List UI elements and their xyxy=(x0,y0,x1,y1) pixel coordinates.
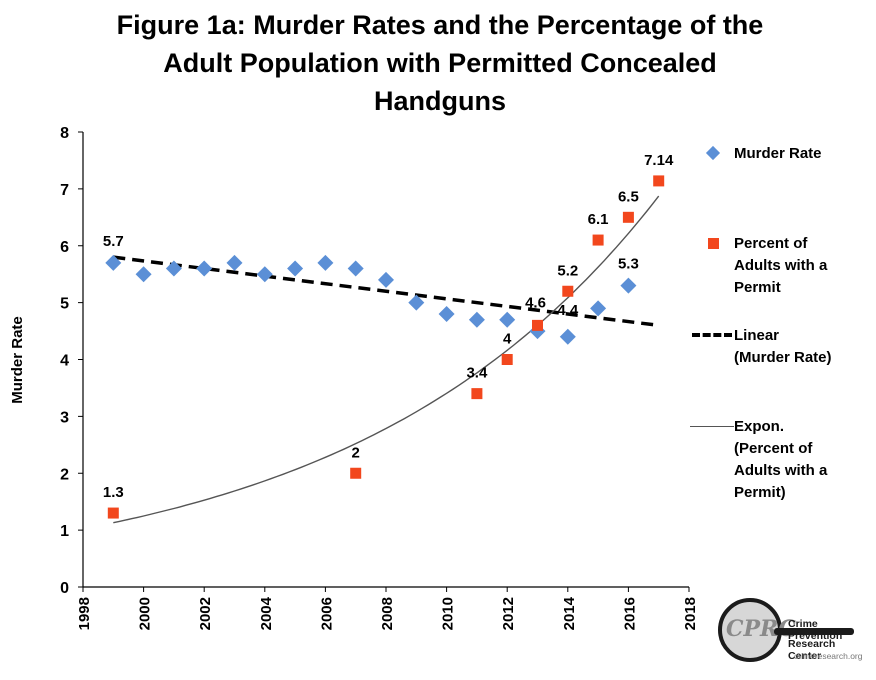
murder-rate-point xyxy=(226,254,243,271)
permit-point xyxy=(532,319,543,331)
trendlines xyxy=(113,195,660,524)
legend-label: (Murder Rate) xyxy=(734,349,832,366)
axes: 0 1 2 3 4 5 6 7 8 1998 2000 2002 2004 2006 2008 2010 201… xyxy=(60,125,699,630)
murder-rate-data-label: 4.4 xyxy=(557,302,579,319)
x-tick-label: 1998 xyxy=(76,597,93,630)
permit-point xyxy=(653,175,665,187)
permit-data-label: 1.3 xyxy=(103,484,124,501)
legend-label: (Percent of xyxy=(734,440,813,457)
legend-entry-murder-rate: Murder Rate xyxy=(734,143,822,165)
y-tick-label: 4 xyxy=(60,353,69,370)
permit-data-label: 3.4 xyxy=(466,365,488,382)
logo-line-2: Research Center xyxy=(788,638,836,662)
x-tick-label: 2012 xyxy=(500,597,517,630)
permit-point xyxy=(471,388,483,400)
murder-rate-data-label: 5.7 xyxy=(103,233,124,250)
permit-data-label: 6.1 xyxy=(588,211,609,228)
y-tick-label: 0 xyxy=(60,580,69,597)
legend-solid-line-icon xyxy=(690,426,734,427)
y-tick-label: 8 xyxy=(60,125,69,142)
legend-label: Permit) xyxy=(734,484,786,501)
exponential-trendline xyxy=(113,195,660,524)
permit-data-label: 2 xyxy=(352,444,360,461)
linear-trendline xyxy=(113,255,659,328)
permit-data-label: 5.2 xyxy=(557,262,578,279)
y-tick-label: 2 xyxy=(60,466,69,483)
legend-label: Expon. xyxy=(734,418,785,435)
x-tick-label: 2016 xyxy=(621,597,638,630)
permit-data-label: 4.6 xyxy=(525,294,546,311)
murder-rate-point xyxy=(590,300,607,317)
murder-rate-point xyxy=(408,294,425,311)
legend-dashed-line-icon xyxy=(692,333,732,337)
murder-rate-point xyxy=(287,260,304,277)
legend-label: Percent of xyxy=(734,235,808,252)
y-axis-label: Murder Rate xyxy=(9,316,26,404)
murder-rate-point xyxy=(438,306,455,322)
x-tick-label: 2006 xyxy=(318,597,335,630)
murder-rate-point xyxy=(499,311,516,328)
magnifier-icon: CPRC xyxy=(718,598,796,662)
legend-label: Murder Rate xyxy=(734,145,822,162)
legend-entry-permit: Percent of Adults with a Permit xyxy=(734,233,827,299)
permit-point xyxy=(592,234,604,246)
legend-label: Adults with a xyxy=(734,257,828,274)
murder-rate-point xyxy=(135,266,152,283)
murder-rate-point xyxy=(468,311,485,328)
logo-url: crimeresearch.org xyxy=(794,651,863,661)
x-tick-label: 2002 xyxy=(197,597,214,630)
x-tick-label: 2010 xyxy=(440,597,457,630)
y-tick-label: 5 xyxy=(60,296,69,313)
murder-rate-point xyxy=(378,271,394,288)
x-tick-label: 2000 xyxy=(137,597,154,630)
permit-data-label: 4 xyxy=(503,331,512,348)
murder-rate-point xyxy=(165,260,182,277)
permit-data-label: 7.14 xyxy=(644,152,674,169)
murder-rate-data-label: 5.3 xyxy=(618,256,639,273)
permit-point xyxy=(350,467,362,479)
x-tick-label: 2014 xyxy=(561,596,578,630)
data-labels: 5.7 4.4 5.3 1.3 2 3.4 4 4.6 5.2 6.1 6.5 7.14 xyxy=(103,152,674,501)
murder-rate-point xyxy=(317,254,334,271)
y-tick-label: 7 xyxy=(60,182,69,199)
permit-point xyxy=(501,354,513,365)
legend-entry-linear: Linear (Murder Rate) xyxy=(734,325,832,369)
permit-point xyxy=(562,285,574,297)
y-tick-label: 1 xyxy=(60,523,69,540)
title-line-1: Figure 1a: Murder Rates and the Percenta… xyxy=(116,10,764,40)
legend-square-icon xyxy=(708,238,719,249)
legend-label: Linear xyxy=(734,327,780,344)
murder-rate-point xyxy=(196,260,213,277)
legend-entry-expon: Expon. (Percent of Adults with a Permit) xyxy=(734,416,827,504)
logo-line-1: Crime Prevention xyxy=(788,618,843,642)
title-line-2: Adult Population with Permitted Conceale… xyxy=(163,48,717,78)
data-marks xyxy=(105,175,665,519)
legend-label: Permit xyxy=(734,279,781,296)
murder-rate-point xyxy=(256,266,273,283)
x-tick-label: 2018 xyxy=(682,597,699,630)
x-tick-label: 2004 xyxy=(258,596,275,630)
murder-rate-point xyxy=(559,328,576,345)
permit-point xyxy=(622,211,634,223)
murder-rate-point xyxy=(347,260,364,277)
magnifier-handle xyxy=(774,628,854,635)
title-line-3: Handguns xyxy=(374,86,506,116)
legend-label: Adults with a xyxy=(734,462,828,479)
permit-point xyxy=(107,507,119,519)
x-tick-label: 2008 xyxy=(379,597,396,630)
murder-rate-point xyxy=(620,277,637,294)
chart-title: Figure 1a: Murder Rates and the Percenta… xyxy=(60,6,820,120)
permit-data-label: 6.5 xyxy=(618,188,639,205)
y-tick-label: 3 xyxy=(60,409,69,426)
murder-rate-point xyxy=(105,254,122,271)
cprc-logo: CPRC Crime Prevention Research Center cr… xyxy=(718,598,868,670)
y-tick-label: 6 xyxy=(60,239,69,256)
